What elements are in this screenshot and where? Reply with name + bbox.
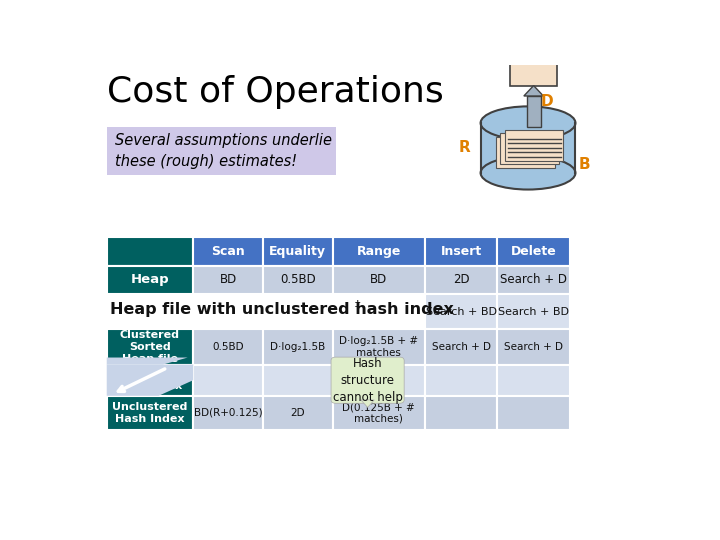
Bar — [526, 96, 541, 127]
Bar — [498, 266, 570, 294]
Bar — [481, 123, 575, 173]
Text: 0.5BD: 0.5BD — [212, 342, 244, 352]
Bar — [193, 329, 263, 364]
FancyBboxPatch shape — [331, 357, 404, 403]
Text: 2D: 2D — [453, 273, 469, 286]
Bar — [510, 58, 557, 85]
Bar — [498, 238, 570, 266]
Bar — [333, 364, 425, 396]
Text: Several assumptions underlie
these (rough) estimates!: Several assumptions underlie these (roug… — [115, 133, 332, 169]
FancyBboxPatch shape — [107, 127, 336, 175]
Text: Insert: Insert — [441, 245, 482, 258]
Polygon shape — [524, 85, 544, 96]
Bar — [263, 266, 333, 294]
Text: D·log₂1.5B: D·log₂1.5B — [270, 342, 325, 352]
Bar — [193, 396, 263, 430]
Text: D: D — [540, 94, 553, 110]
Bar — [193, 238, 263, 266]
Ellipse shape — [481, 156, 575, 190]
Text: Heap file with unclustered hash index: Heap file with unclustered hash index — [109, 302, 454, 317]
Text: Unclustered
Tree Index: Unclustered Tree Index — [112, 369, 188, 392]
Text: Clustered
Sorted
Heap file: Clustered Sorted Heap file — [120, 329, 180, 364]
Text: Heap: Heap — [130, 273, 169, 286]
Text: D(0.125B + #
matches): D(0.125B + # matches) — [343, 402, 415, 423]
Bar — [425, 238, 498, 266]
Bar — [263, 364, 333, 396]
Text: Search + BD: Search + BD — [426, 307, 497, 316]
Text: R: R — [459, 140, 470, 155]
Text: Search + D: Search + D — [431, 342, 490, 352]
Bar — [333, 266, 425, 294]
Bar — [193, 364, 263, 396]
Polygon shape — [107, 364, 193, 396]
Text: BD: BD — [370, 273, 387, 286]
Text: Search + BD: Search + BD — [498, 307, 569, 316]
Bar — [425, 294, 498, 329]
Text: Delete: Delete — [510, 245, 557, 258]
Bar — [496, 137, 554, 168]
Bar — [498, 329, 570, 364]
Bar — [425, 364, 498, 396]
Text: B: B — [578, 157, 590, 172]
Text: ‡: ‡ — [355, 299, 361, 309]
Text: 2D: 2D — [291, 408, 305, 418]
Text: Search + D: Search + D — [500, 273, 567, 286]
Text: Hash
structure
cannot help: Hash structure cannot help — [333, 357, 402, 404]
Bar — [425, 396, 498, 430]
Bar — [107, 294, 425, 329]
Text: Search + D: Search + D — [504, 342, 563, 352]
Bar — [505, 130, 564, 161]
Text: Equality: Equality — [269, 245, 326, 258]
Polygon shape — [107, 357, 188, 364]
Bar — [107, 266, 193, 294]
Bar — [263, 396, 333, 430]
Bar — [263, 329, 333, 364]
Text: 0.5BD: 0.5BD — [280, 273, 316, 286]
Bar — [333, 329, 425, 364]
Bar — [107, 364, 193, 396]
Bar — [500, 133, 559, 164]
Bar — [425, 329, 498, 364]
Bar — [107, 238, 193, 266]
Text: D·log₂1.5B + #
matches: D·log₂1.5B + # matches — [339, 336, 418, 357]
Bar — [333, 396, 425, 430]
Bar — [107, 396, 193, 430]
Text: BD(R+0.125): BD(R+0.125) — [194, 408, 262, 418]
Text: Scan: Scan — [211, 245, 245, 258]
Text: BD: BD — [220, 273, 237, 286]
Polygon shape — [361, 400, 374, 407]
Bar — [498, 294, 570, 329]
Bar — [193, 266, 263, 294]
Bar — [263, 238, 333, 266]
Text: Range: Range — [356, 245, 401, 258]
Text: Cost of Operations: Cost of Operations — [107, 75, 444, 109]
Bar — [107, 329, 193, 364]
Bar — [333, 238, 425, 266]
Bar — [425, 266, 498, 294]
Ellipse shape — [481, 106, 575, 140]
Text: Unclustered
Hash Index: Unclustered Hash Index — [112, 402, 188, 424]
Bar — [498, 396, 570, 430]
Bar — [498, 364, 570, 396]
